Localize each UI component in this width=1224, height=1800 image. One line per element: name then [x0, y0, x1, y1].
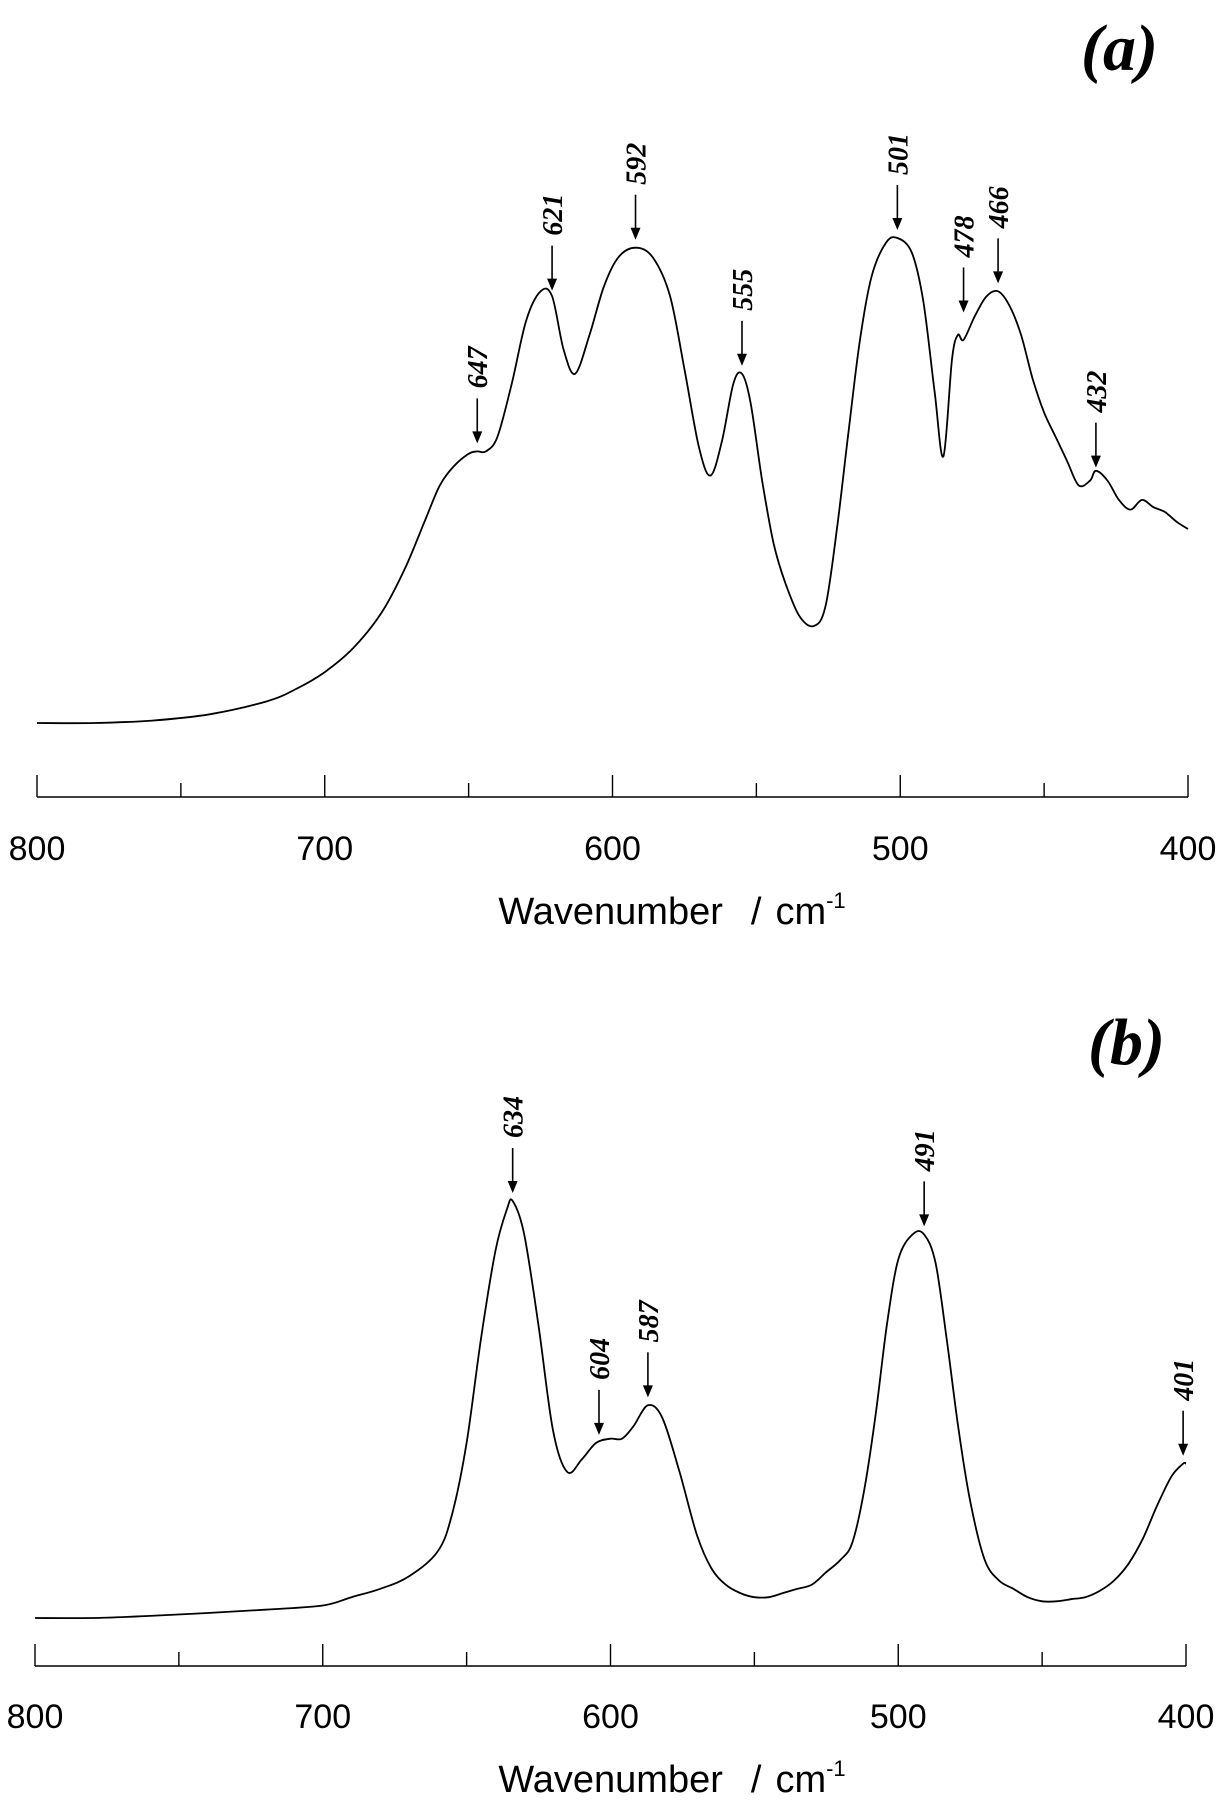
peak-annotation: 466 — [984, 186, 1015, 284]
x-axis-title-a: Wavenumber / cm-1 — [498, 888, 845, 933]
peak-label: 401 — [1169, 1359, 1200, 1402]
peak-label: 491 — [910, 1129, 941, 1172]
peak-arrow-head — [472, 431, 483, 444]
x-tick-label: 600 — [584, 830, 641, 868]
x-axis-slash-a: / — [751, 891, 762, 933]
x-axis-ticks-a — [36, 775, 1189, 797]
peak-label: 501 — [883, 133, 914, 175]
peak-annotation: 401 — [1169, 1359, 1200, 1456]
x-axis-ticks-b — [34, 1644, 1187, 1666]
peak-annotation: 491 — [910, 1129, 941, 1227]
x-axis-unit-b: cm — [775, 1759, 826, 1800]
x-axis-slash-b: / — [751, 1759, 762, 1800]
x-tick-label: 400 — [1160, 830, 1217, 868]
peak-label: 555 — [728, 269, 759, 311]
peak-annotation: 587 — [634, 1299, 665, 1398]
x-tick-label: 600 — [582, 1698, 639, 1736]
peak-arrow-head — [1090, 455, 1101, 468]
x-axis-title-b: Wavenumber / cm-1 — [498, 1756, 845, 1800]
peak-annotation: 621 — [538, 194, 569, 291]
peak-label: 592 — [622, 143, 653, 185]
peak-annotation: 634 — [499, 1096, 530, 1193]
panel-label-a: (a) — [1081, 12, 1158, 85]
x-tick-label: 800 — [7, 1698, 64, 1736]
peak-annotations-b: 634 604 587 491 401 — [499, 1096, 1200, 1456]
panel-label-b: (b) — [1088, 1006, 1165, 1079]
x-tick-label: 700 — [296, 830, 353, 868]
peak-annotation: 432 — [1082, 371, 1113, 468]
peak-arrow-head — [958, 300, 969, 313]
peak-label: 634 — [499, 1096, 530, 1138]
peak-annotation: 478 — [950, 215, 981, 313]
x-tick-labels-b: 800 700 600 500 400 — [7, 1698, 1215, 1736]
peak-arrow-head — [1178, 1443, 1189, 1456]
x-axis-unit-exp-a: -1 — [826, 888, 846, 913]
spectrum-line-a — [36, 236, 1189, 725]
peak-label: 466 — [984, 186, 1015, 229]
x-tick-label: 800 — [9, 830, 66, 868]
x-axis-label-a: Wavenumber — [498, 891, 723, 933]
x-tick-label: 700 — [294, 1698, 351, 1736]
peak-arrow-head — [642, 1385, 653, 1398]
x-tick-label: 500 — [870, 1698, 927, 1736]
x-axis-label-b: Wavenumber — [498, 1759, 723, 1800]
peak-arrow-head — [993, 271, 1004, 284]
peak-arrow-head — [736, 353, 747, 366]
spectrum-line-b — [34, 1198, 1187, 1620]
peak-arrow-head — [630, 227, 641, 240]
peak-label: 432 — [1082, 371, 1113, 414]
peak-label: 478 — [950, 215, 981, 258]
peak-arrow-head — [507, 1181, 518, 1193]
peak-annotation: 555 — [728, 269, 759, 366]
peak-arrow-head — [547, 278, 558, 291]
x-axis-unit-exp-b: -1 — [826, 1756, 846, 1781]
peak-label: 587 — [634, 1299, 665, 1342]
peak-arrow-head — [593, 1422, 604, 1435]
peak-arrow-head — [892, 218, 903, 230]
peak-label: 621 — [538, 194, 569, 236]
x-tick-label: 500 — [872, 830, 929, 868]
x-axis-unit-a: cm — [775, 891, 826, 933]
chart-panel-b: (b) 634 604 587 491 401 800 700 600 500 400 Wave… — [7, 1006, 1215, 1800]
peak-annotation: 647 — [463, 345, 494, 444]
peak-annotation: 501 — [883, 133, 914, 230]
peak-label: 604 — [585, 1338, 616, 1380]
peak-annotation: 592 — [622, 143, 653, 240]
x-tick-label: 400 — [1158, 1698, 1215, 1736]
peak-arrow-head — [919, 1214, 930, 1227]
peak-annotation: 604 — [585, 1338, 616, 1435]
x-tick-labels-a: 800 700 600 500 400 — [9, 830, 1217, 868]
peak-label: 647 — [463, 345, 494, 388]
